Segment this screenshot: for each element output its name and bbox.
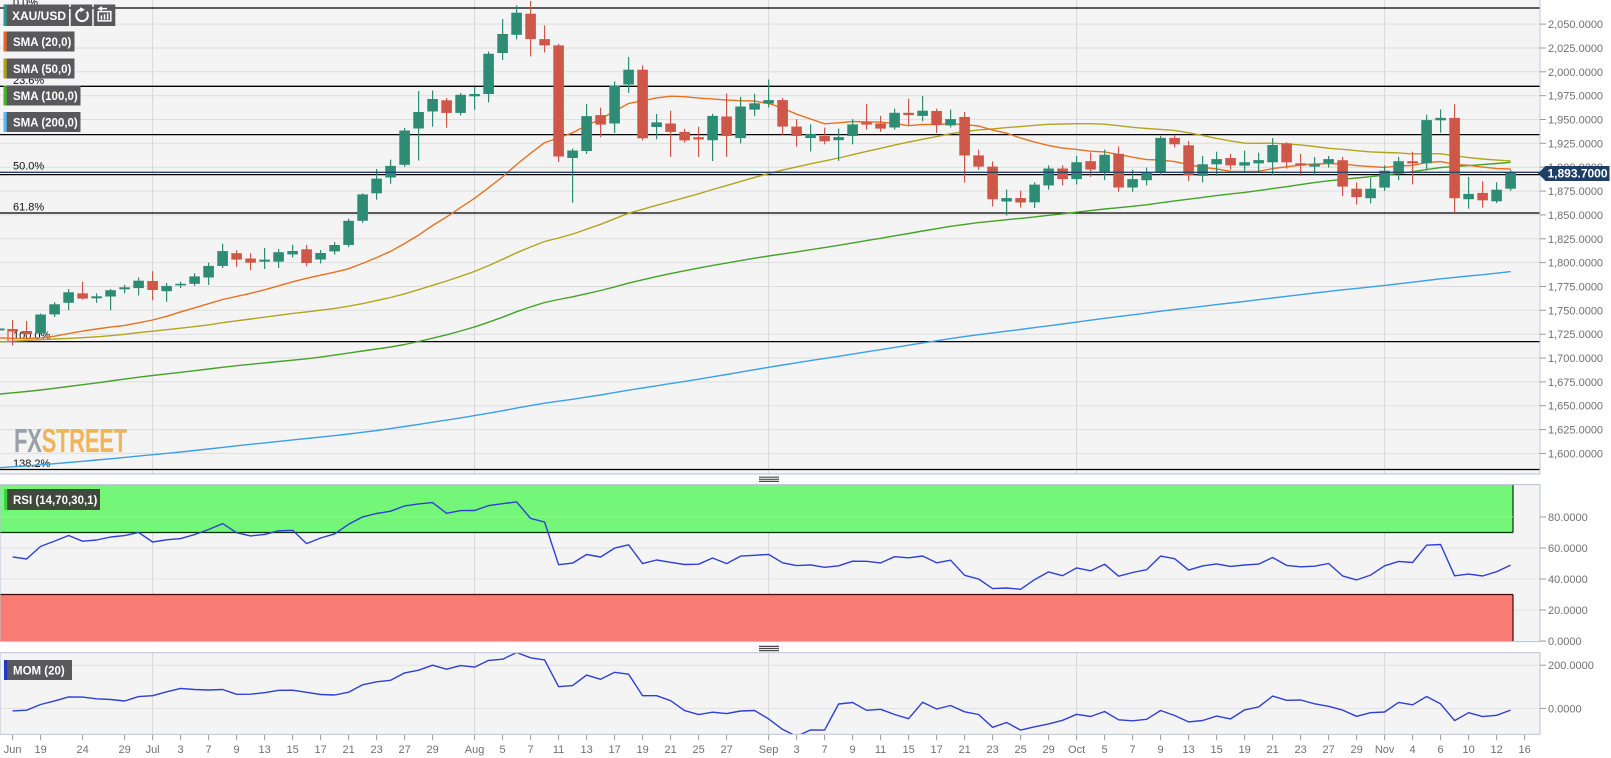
svg-text:21: 21	[958, 744, 970, 756]
svg-text:10: 10	[1462, 744, 1474, 756]
svg-text:29: 29	[426, 744, 438, 756]
svg-text:0.0000: 0.0000	[1548, 636, 1582, 648]
svg-text:16: 16	[1518, 744, 1530, 756]
svg-text:7: 7	[528, 744, 534, 756]
svg-text:1,800.0000: 1,800.0000	[1548, 258, 1603, 270]
svg-text:Oct: Oct	[1068, 744, 1085, 756]
svg-text:1,700.0000: 1,700.0000	[1548, 353, 1603, 365]
svg-text:2,000.0000: 2,000.0000	[1548, 67, 1603, 79]
svg-text:1,975.0000: 1,975.0000	[1548, 91, 1603, 103]
svg-text:7: 7	[1130, 744, 1136, 756]
svg-text:61.8%: 61.8%	[13, 202, 44, 214]
svg-text:13: 13	[1182, 744, 1194, 756]
svg-text:1,625.0000: 1,625.0000	[1548, 425, 1603, 437]
svg-text:17: 17	[314, 744, 326, 756]
svg-text:17: 17	[930, 744, 942, 756]
svg-text:1,725.0000: 1,725.0000	[1548, 329, 1603, 341]
svg-text:1,675.0000: 1,675.0000	[1548, 377, 1603, 389]
svg-text:SMA (50,0): SMA (50,0)	[13, 64, 72, 76]
svg-text:4: 4	[1410, 744, 1416, 756]
svg-text:80.0000: 80.0000	[1548, 512, 1588, 524]
svg-text:60.0000: 60.0000	[1548, 543, 1588, 555]
svg-text:21: 21	[664, 744, 676, 756]
svg-text:24: 24	[76, 744, 88, 756]
svg-text:15: 15	[902, 744, 914, 756]
svg-text:11: 11	[875, 744, 886, 756]
svg-text:7: 7	[206, 744, 212, 756]
svg-text:Aug: Aug	[465, 744, 485, 756]
svg-text:20.0000: 20.0000	[1548, 605, 1588, 617]
svg-text:5: 5	[500, 744, 506, 756]
svg-text:MOM (20): MOM (20)	[13, 665, 65, 677]
svg-text:15: 15	[1210, 744, 1222, 756]
svg-text:7: 7	[822, 744, 828, 756]
svg-text:23: 23	[986, 744, 998, 756]
svg-text:9: 9	[234, 744, 240, 756]
svg-text:19: 19	[636, 744, 648, 756]
svg-text:2,025.0000: 2,025.0000	[1548, 43, 1603, 55]
svg-text:XAU/USD: XAU/USD	[12, 9, 66, 23]
svg-text:SMA (200,0): SMA (200,0)	[13, 118, 78, 130]
svg-text:12: 12	[1490, 744, 1502, 756]
svg-text:13: 13	[258, 744, 270, 756]
svg-text:17: 17	[608, 744, 620, 756]
svg-text:1,750.0000: 1,750.0000	[1548, 305, 1603, 317]
svg-text:1,775.0000: 1,775.0000	[1548, 282, 1603, 294]
svg-text:1,875.0000: 1,875.0000	[1548, 186, 1603, 198]
svg-text:1,650.0000: 1,650.0000	[1548, 401, 1603, 413]
svg-text:3: 3	[794, 744, 800, 756]
svg-text:3: 3	[178, 744, 184, 756]
svg-text:SMA (100,0): SMA (100,0)	[13, 91, 78, 103]
svg-text:1,950.0000: 1,950.0000	[1548, 115, 1603, 127]
svg-text:19: 19	[34, 744, 46, 756]
svg-text:29: 29	[118, 744, 130, 756]
svg-text:Sep: Sep	[759, 744, 779, 756]
svg-text:11: 11	[553, 744, 564, 756]
svg-text:1,850.0000: 1,850.0000	[1548, 210, 1603, 222]
svg-text:27: 27	[1322, 744, 1334, 756]
svg-text:50.0%: 50.0%	[13, 160, 44, 172]
svg-text:23: 23	[370, 744, 382, 756]
svg-text:29: 29	[1350, 744, 1362, 756]
svg-text:9: 9	[850, 744, 856, 756]
svg-text:1,925.0000: 1,925.0000	[1548, 138, 1603, 150]
svg-text:29: 29	[1042, 744, 1054, 756]
svg-text:6: 6	[1438, 744, 1444, 756]
svg-text:19: 19	[1238, 744, 1250, 756]
svg-text:Jun: Jun	[4, 744, 22, 756]
svg-text:21: 21	[342, 744, 354, 756]
svg-text:1,600.0000: 1,600.0000	[1548, 448, 1603, 460]
svg-text:1,825.0000: 1,825.0000	[1548, 234, 1603, 246]
svg-text:SMA (20,0): SMA (20,0)	[13, 37, 72, 49]
svg-text:13: 13	[580, 744, 592, 756]
svg-text:40.0000: 40.0000	[1548, 574, 1588, 586]
svg-text:0.0000: 0.0000	[1548, 703, 1582, 715]
svg-text:27: 27	[398, 744, 410, 756]
svg-text:2,050.0000: 2,050.0000	[1548, 19, 1603, 31]
svg-text:25: 25	[692, 744, 704, 756]
svg-text:1,893.7000: 1,893.7000	[1548, 167, 1608, 181]
svg-text:FXSTREET: FXSTREET	[14, 422, 128, 460]
svg-text:138.2%: 138.2%	[13, 458, 51, 470]
svg-text:21: 21	[1266, 744, 1278, 756]
svg-text:25: 25	[1014, 744, 1026, 756]
svg-text:9: 9	[1158, 744, 1164, 756]
svg-text:5: 5	[1102, 744, 1108, 756]
svg-text:23: 23	[1294, 744, 1306, 756]
svg-text:15: 15	[286, 744, 298, 756]
svg-text:27: 27	[720, 744, 732, 756]
svg-text:200.0000: 200.0000	[1548, 660, 1594, 672]
svg-text:RSI (14,70,30,1): RSI (14,70,30,1)	[13, 495, 98, 507]
svg-text:Nov: Nov	[1375, 744, 1395, 756]
svg-text:Jul: Jul	[146, 744, 160, 756]
